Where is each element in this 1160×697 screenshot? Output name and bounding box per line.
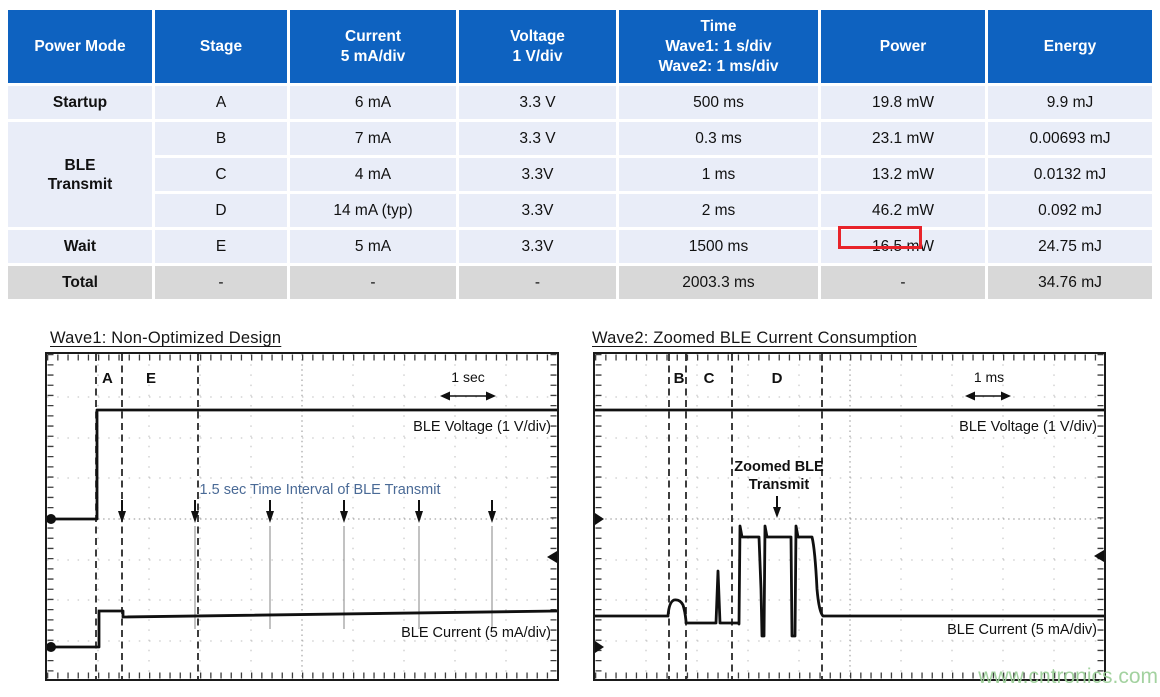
wave1-current-channel-label: BLE Current (5 mA/div) — [401, 625, 551, 641]
cell-power-mode: Total — [8, 266, 152, 299]
wave1-current-trace — [47, 609, 557, 649]
wave1-interval-annotation: 1.5 sec Time Interval of BLE Transmit — [200, 482, 441, 498]
wave2-current-trace — [595, 524, 1104, 638]
cell-current: 7 mA — [290, 122, 456, 155]
cell-time: 2 ms — [619, 194, 818, 227]
cell-power: - — [821, 266, 985, 299]
cell-voltage: 3.3V — [459, 194, 616, 227]
wave2-transmit-note-line2: Transmit — [749, 477, 810, 493]
cell-energy: 0.00693 mJ — [988, 122, 1152, 155]
cell-stage: E — [155, 230, 287, 263]
cell-stage: C — [155, 158, 287, 191]
cell-energy: 34.76 mJ — [988, 266, 1152, 299]
column-header-power-mode: Power Mode — [8, 10, 152, 83]
cell-current: 4 mA — [290, 158, 456, 191]
wave2-oscilloscope-plot: B C D 1 ms BLE Voltage (1 V/div) Zoomed … — [593, 352, 1106, 681]
cell-power: 23.1 mW — [821, 122, 985, 155]
cell-power-mode: BLE Transmit — [8, 122, 152, 227]
table-row-total: Total - - - 2003.3 ms - 34.76 mJ — [8, 266, 1152, 299]
cell-time: 500 ms — [619, 86, 818, 119]
wave1-channel-marker-dots — [47, 514, 56, 652]
cell-power: 19.8 mW — [821, 86, 985, 119]
wave1-title: Wave1: Non-Optimized Design — [50, 329, 282, 347]
cell-stage: - — [155, 266, 287, 299]
wave2-trigger-level-marker — [1094, 550, 1104, 562]
cell-energy: 24.75 mJ — [988, 230, 1152, 263]
wave2-timescale-label: 1 ms — [974, 369, 1004, 385]
table-header-row: Power Mode Stage Current 5 mA/div Voltage… — [8, 10, 1152, 83]
table-row-startup: Startup A 6 mA 3.3 V 500 ms 19.8 mW 9.9 … — [8, 86, 1152, 119]
table-row-wait: Wait E 5 mA 3.3V 1500 ms 16.5 mW 24.75 m… — [8, 230, 1152, 263]
cell-voltage: - — [459, 266, 616, 299]
table-row-ble-c: C 4 mA 3.3V 1 ms 13.2 mW 0.0132 mJ — [8, 158, 1152, 191]
wave2-channel-marker-arrows — [595, 513, 604, 653]
wave1-grid — [47, 354, 557, 679]
wave1-interval-down-arrow-icons — [118, 500, 496, 523]
wave2-voltage-channel-label: BLE Voltage (1 V/div) — [959, 419, 1097, 435]
wave1-timescale-label: 1 sec — [451, 369, 484, 385]
cell-voltage: 3.3 V — [459, 122, 616, 155]
wave1-voltage-channel-label: BLE Voltage (1 V/div) — [413, 419, 551, 435]
wave1-timescale-arrow-icon — [440, 391, 496, 401]
cell-stage: B — [155, 122, 287, 155]
cell-stage: D — [155, 194, 287, 227]
cell-current: 6 mA — [290, 86, 456, 119]
cell-energy: 0.0132 mJ — [988, 158, 1152, 191]
cell-stage: A — [155, 86, 287, 119]
wave2-stage-boundary-lines — [668, 354, 823, 679]
wave2-note-down-arrow-icon — [773, 496, 781, 518]
wave2-stage-c-label: C — [704, 370, 715, 387]
wave1-oscilloscope-plot: A E 1 sec BLE Voltage (1 V/div) 1.5 sec … — [45, 352, 559, 681]
cell-time: 0.3 ms — [619, 122, 818, 155]
cell-power-mode: Startup — [8, 86, 152, 119]
column-header-voltage: Voltage 1 V/div — [459, 10, 616, 83]
wave1-stage-e-label: E — [146, 370, 156, 387]
table-row-ble-d: D 14 mA (typ) 3.3V 2 ms 46.2 mW 0.092 mJ — [8, 194, 1152, 227]
cell-voltage: 3.3V — [459, 158, 616, 191]
cell-voltage: 3.3V — [459, 230, 616, 263]
power-table: Power Mode Stage Current 5 mA/div Voltage… — [5, 7, 1155, 302]
cell-power: 46.2 mW — [821, 194, 985, 227]
wave2-timescale-arrow-icon — [965, 391, 1011, 401]
wave1-trigger-level-marker — [547, 551, 557, 563]
cell-power: 13.2 mW — [821, 158, 985, 191]
table-row-ble-b: BLE Transmit B 7 mA 3.3 V 0.3 ms 23.1 mW… — [8, 122, 1152, 227]
cell-current: 14 mA (typ) — [290, 194, 456, 227]
cell-energy: 0.092 mJ — [988, 194, 1152, 227]
wave2-current-channel-label: BLE Current (5 mA/div) — [947, 622, 1097, 638]
wave1-voltage-trace — [47, 408, 557, 521]
watermark: www.cntronics.com — [978, 665, 1158, 688]
wave2-grid — [595, 354, 1104, 679]
cell-current: 5 mA — [290, 230, 456, 263]
column-header-energy: Energy — [988, 10, 1152, 83]
column-header-stage: Stage — [155, 10, 287, 83]
column-header-time: Time Wave1: 1 s/div Wave2: 1 ms/div — [619, 10, 818, 83]
cell-time: 1500 ms — [619, 230, 818, 263]
cell-energy: 9.9 mJ — [988, 86, 1152, 119]
column-header-current: Current 5 mA/div — [290, 10, 456, 83]
cell-current: - — [290, 266, 456, 299]
cell-time: 1 ms — [619, 158, 818, 191]
cell-power-mode: Wait — [8, 230, 152, 263]
highlight-box — [838, 226, 922, 249]
cell-time: 2003.3 ms — [619, 266, 818, 299]
cell-voltage: 3.3 V — [459, 86, 616, 119]
wave1-stage-boundary-lines — [95, 354, 199, 679]
wave2-transmit-note-line1: Zoomed BLE — [734, 459, 824, 475]
wave2-title: Wave2: Zoomed BLE Current Consumption — [592, 329, 918, 347]
wave2-stage-b-label: B — [674, 370, 685, 387]
wave1-transmit-spikes — [194, 526, 493, 629]
wave2-stage-d-label: D — [772, 370, 783, 387]
wave1-stage-a-label: A — [102, 370, 113, 387]
column-header-power: Power — [821, 10, 985, 83]
